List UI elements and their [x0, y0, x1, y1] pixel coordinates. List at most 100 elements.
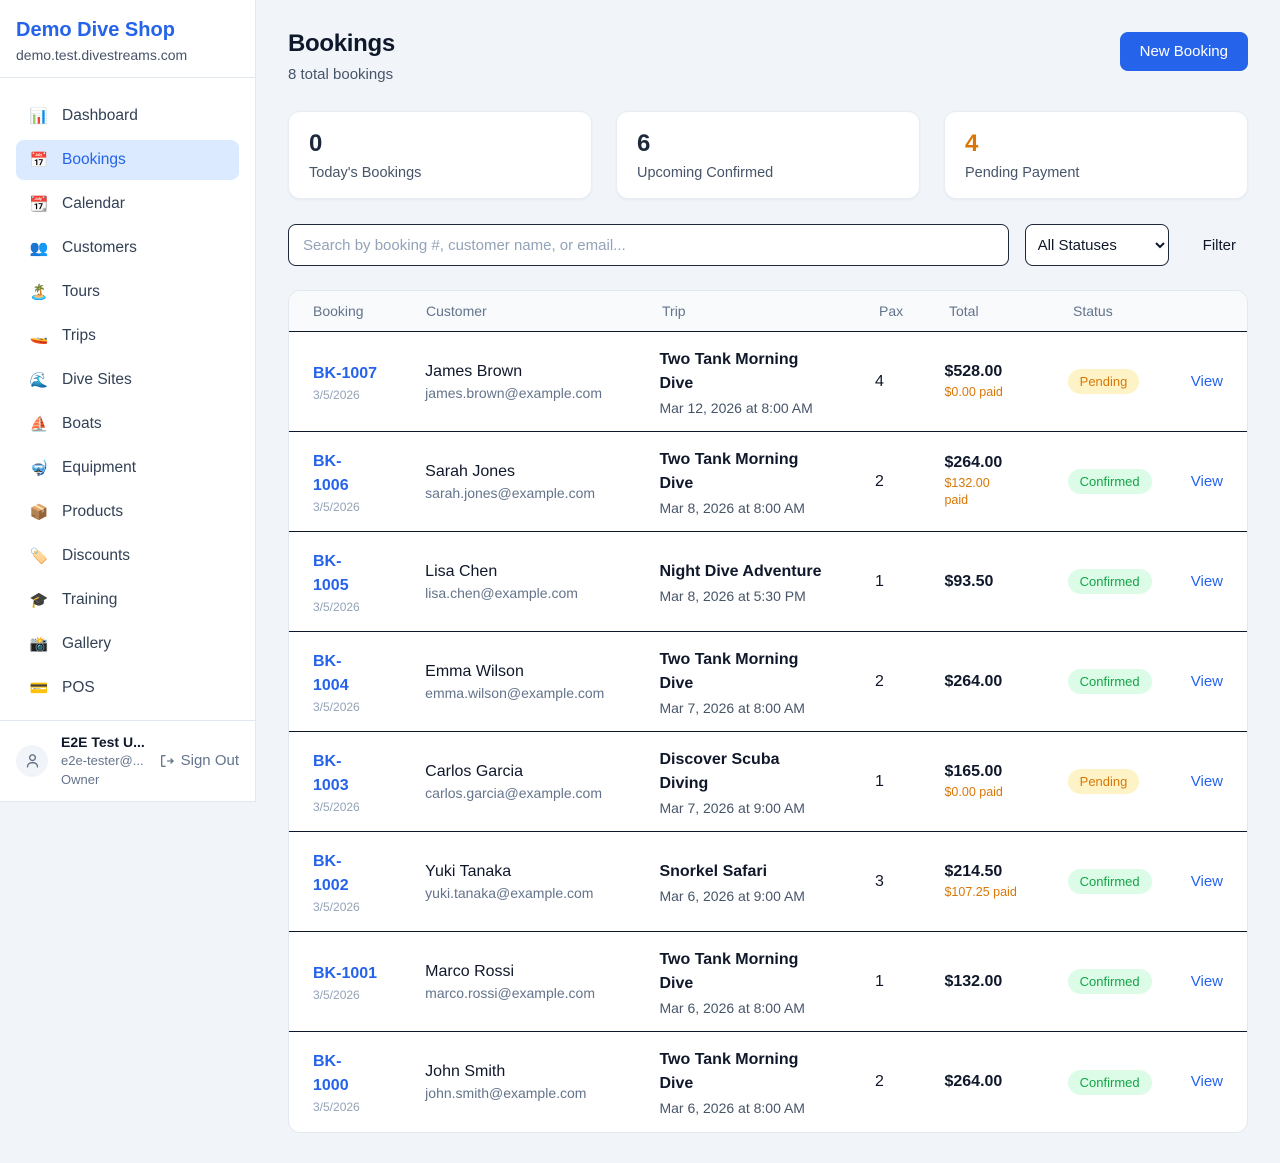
view-link[interactable]: View — [1190, 972, 1223, 990]
sidebar-item-training[interactable]: 🎓 Training — [16, 580, 239, 620]
total-cell: $264.00 $132.00 paid — [944, 454, 1067, 509]
sidebar-item-label: POS — [62, 679, 95, 696]
table-row: BK- 1000 3/5/2026 John Smith john.smith@exam… — [289, 1032, 1247, 1132]
status-badge: Confirmed — [1067, 469, 1152, 494]
booking-date: 3/5/2026 — [313, 387, 360, 402]
tag-icon: 🏷️ — [29, 548, 49, 565]
pax-cell: 3 — [875, 873, 944, 891]
customer-email: john.smith@example.com — [425, 1085, 587, 1101]
status-badge: Pending — [1067, 369, 1140, 394]
booking-date: 3/5/2026 — [313, 499, 360, 514]
pax-value: 2 — [875, 672, 884, 690]
sidebar-item-tours[interactable]: 🏝️ Tours — [16, 272, 239, 312]
booking-number-link[interactable]: BK- 1002 — [313, 852, 349, 894]
amount-paid: $0.00 paid — [944, 384, 1003, 399]
search-input[interactable] — [288, 224, 1009, 266]
sidebar-item-label: Dive Sites — [62, 371, 132, 388]
sidebar-item-equipment[interactable]: 🤿 Equipment — [16, 448, 239, 488]
sidebar-item-gallery[interactable]: 📸 Gallery — [16, 624, 239, 664]
customer-name: Carlos Garcia — [425, 762, 523, 780]
sidebar-nav: 📊 Dashboard 📅 Bookings 📆 Calendar 👥 Customers 🏝️… — [0, 78, 255, 720]
pax-value: 1 — [875, 772, 884, 790]
sidebar-item-dashboard[interactable]: 📊 Dashboard — [16, 96, 239, 136]
trip-datetime: Mar 6, 2026 at 8:00 AM — [659, 1100, 805, 1116]
total-cell: $165.00 $0.00 paid — [944, 763, 1067, 801]
booking-cell: BK- 1002 3/5/2026 — [313, 850, 425, 914]
view-link[interactable]: View — [1190, 372, 1223, 390]
status-select[interactable]: All Statuses — [1024, 224, 1169, 266]
sidebar-item-label: Training — [62, 591, 118, 608]
sidebar-item-bookings[interactable]: 📅 Bookings — [16, 140, 239, 180]
sidebar-item-discounts[interactable]: 🏷️ Discounts — [16, 536, 239, 576]
booking-number-link[interactable]: BK- 1006 — [313, 452, 349, 494]
trip-cell: Two Tank Morning Dive Mar 12, 2026 at 8:00… — [659, 348, 875, 416]
column-header-trip: Trip — [662, 303, 686, 319]
stats-row: 0 Today's Bookings 6 Upcoming Confirmed 4 Pen… — [288, 111, 1248, 199]
customer-name: James Brown — [425, 362, 523, 380]
column-header-booking: Booking — [313, 303, 364, 319]
trip-name: Two Tank Morning Dive — [659, 1051, 799, 1092]
sailboat-icon: ⛵ — [29, 416, 49, 433]
total-value: $264.00 — [944, 454, 1003, 471]
sidebar-item-calendar[interactable]: 📆 Calendar — [16, 184, 239, 224]
booking-number-link[interactable]: BK- 1005 — [313, 552, 349, 594]
column-header-status: Status — [1073, 303, 1113, 319]
customer-email: marco.rossi@example.com — [425, 984, 595, 1001]
sidebar-item-label: Customers — [62, 239, 137, 256]
pax-value: 1 — [875, 572, 884, 590]
stat-label: Upcoming Confirmed — [637, 165, 774, 181]
status-cell: Confirmed — [1067, 1069, 1191, 1095]
customer-name: Sarah Jones — [425, 462, 516, 480]
trip-cell: Two Tank Morning Dive Mar 7, 2026 at 8:00 … — [659, 648, 875, 716]
view-link[interactable]: View — [1190, 1073, 1223, 1090]
pax-value: 4 — [875, 372, 884, 390]
new-booking-button[interactable]: New Booking — [1119, 32, 1248, 71]
filter-button[interactable]: Filter — [1191, 229, 1248, 262]
view-link[interactable]: View — [1190, 572, 1223, 590]
person-icon — [26, 754, 38, 769]
action-cell: View — [1191, 673, 1223, 691]
total-value: $528.00 — [944, 362, 1003, 380]
booking-number-link[interactable]: BK-1007 — [313, 364, 378, 382]
trip-name: Night Dive Adventure — [659, 562, 822, 580]
total-value: $264.00 — [944, 672, 1003, 690]
booking-number-link[interactable]: BK- 1003 — [313, 752, 349, 794]
sidebar-item-trips[interactable]: 🚤 Trips — [16, 316, 239, 356]
sidebar-item-boats[interactable]: ⛵ Boats — [16, 404, 239, 444]
user-info: E2E Test U... e2e-tester@... Owner — [61, 733, 145, 789]
sidebar-item-pos[interactable]: 💳 POS — [16, 668, 239, 708]
trip-cell: Discover Scuba Diving Mar 7, 2026 at 9:00 … — [659, 748, 875, 816]
sidebar-item-customers[interactable]: 👥 Customers — [16, 228, 239, 268]
table-row: BK- 1003 3/5/2026 Carlos Garcia carlos.garci… — [289, 732, 1247, 832]
action-cell: View — [1191, 973, 1223, 991]
table-row: BK- 1005 3/5/2026 Lisa Chen lisa.chen@exampl… — [289, 532, 1247, 632]
view-link[interactable]: View — [1190, 772, 1223, 790]
status-cell: Confirmed — [1067, 469, 1191, 494]
sidebar-item-dive-sites[interactable]: 🌊 Dive Sites — [16, 360, 239, 400]
sidebar-item-products[interactable]: 📦 Products — [16, 492, 239, 532]
view-link[interactable]: View — [1190, 472, 1223, 490]
booking-number-link[interactable]: BK- 1004 — [313, 652, 349, 694]
amount-paid: $132.00 paid — [944, 476, 990, 507]
trip-datetime: Mar 6, 2026 at 9:00 AM — [659, 887, 805, 904]
booking-number-link[interactable]: BK-1001 — [313, 964, 378, 982]
status-badge: Confirmed — [1067, 969, 1152, 994]
sidebar-item-label: Products — [62, 503, 124, 520]
sign-out-button[interactable]: Sign Out — [159, 752, 239, 769]
status-badge: Confirmed — [1067, 669, 1152, 694]
customer-name: Emma Wilson — [425, 662, 524, 680]
customer-email: sarah.jones@example.com — [425, 484, 596, 501]
table-row: BK-1001 3/5/2026 Marco Rossi marco.rossi@ex… — [289, 932, 1247, 1032]
action-cell: View — [1191, 773, 1223, 791]
booking-number-link[interactable]: BK- 1000 — [313, 1053, 349, 1094]
trip-datetime: Mar 12, 2026 at 8:00 AM — [659, 399, 813, 416]
sidebar-item-label: Trips — [62, 327, 96, 344]
view-link[interactable]: View — [1190, 872, 1223, 890]
view-link[interactable]: View — [1190, 672, 1223, 690]
booking-date: 3/5/2026 — [313, 599, 360, 614]
diving-mask-icon: 🤿 — [29, 460, 49, 477]
customer-email: james.brown@example.com — [425, 384, 603, 401]
booking-cell: BK-1001 3/5/2026 — [313, 962, 425, 1002]
sidebar: Demo Dive Shop demo.test.divestreams.com… — [0, 0, 256, 802]
booking-cell: BK- 1006 3/5/2026 — [313, 450, 425, 514]
